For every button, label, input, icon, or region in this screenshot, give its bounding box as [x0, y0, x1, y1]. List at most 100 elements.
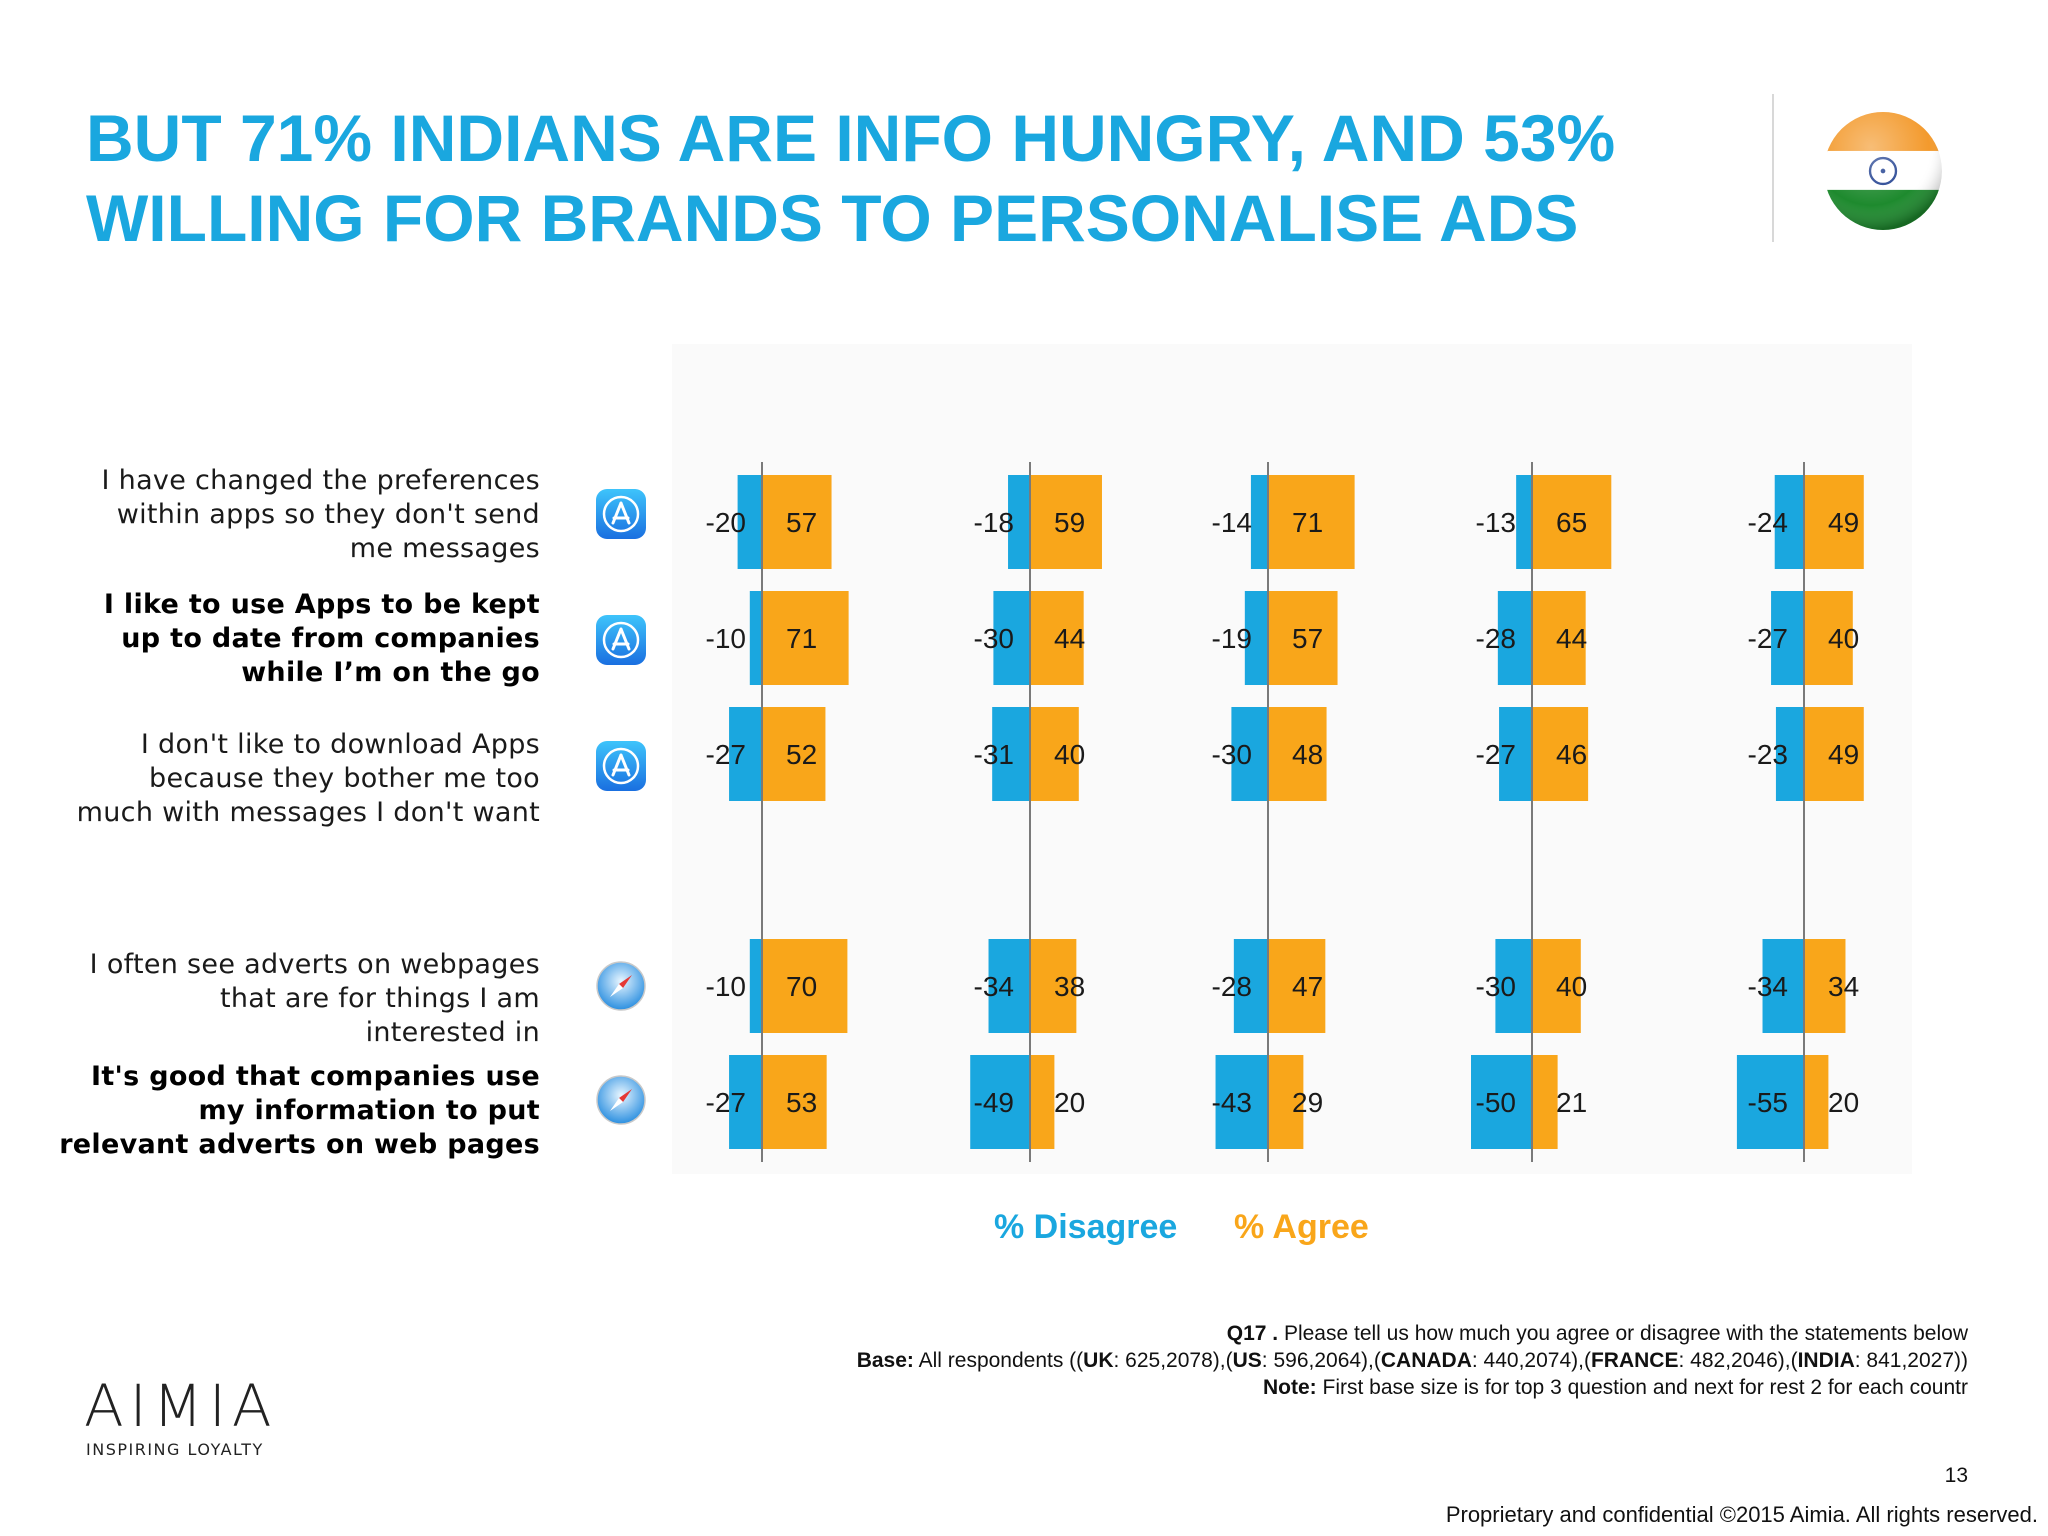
bar-agree-uk-5 — [1030, 1055, 1055, 1149]
statement-3-label: I don't like to download Apps because th… — [20, 728, 540, 830]
bar-disagree-france-2 — [1771, 591, 1804, 685]
bar-agree-india-5 — [762, 1055, 827, 1149]
safari-compass-icon — [595, 1074, 647, 1126]
bar-disagree-uk-1 — [1008, 475, 1030, 569]
bar-agree-canada-3 — [1532, 707, 1589, 801]
bar-agree-us-4 — [1268, 939, 1326, 1033]
label-disagree-france-3: -23 — [1748, 739, 1788, 770]
logo-tagline: INSPIRING LOYALTY — [86, 1440, 264, 1459]
label-agree-uk-2: 44 — [1054, 623, 1085, 654]
statement-2-label: I like to use Apps to be kept up to date… — [20, 588, 540, 690]
statement-1-line-1: I have changed the preferences — [101, 465, 540, 496]
bar-agree-canada-4 — [1532, 939, 1581, 1033]
safari-compass-icon — [595, 960, 647, 1012]
statement-5-line-1: It's good that companies use — [91, 1061, 540, 1092]
label-agree-canada-3: 46 — [1556, 739, 1587, 770]
bar-disagree-india-3 — [729, 707, 762, 801]
label-disagree-us-1: -14 — [1212, 507, 1252, 538]
label-disagree-india-2: -10 — [706, 623, 746, 654]
bar-agree-uk-1 — [1030, 475, 1102, 569]
app-store-icon — [595, 614, 647, 666]
bar-disagree-india-2 — [749, 591, 762, 685]
footnote-base-label: Base: — [856, 1349, 914, 1372]
bar-agree-india-3 — [762, 707, 826, 801]
bar-agree-france-2 — [1804, 591, 1853, 685]
label-agree-canada-4: 40 — [1556, 971, 1587, 1002]
bar-disagree-uk-4 — [988, 939, 1030, 1033]
bar-disagree-india-4 — [749, 939, 762, 1033]
page-number: 13 — [1944, 1464, 1968, 1487]
label-disagree-uk-5: -49 — [974, 1087, 1014, 1118]
title-divider — [1772, 94, 1774, 242]
label-disagree-uk-4: -34 — [974, 971, 1014, 1002]
footnote-note-text: First base size is for top 3 question an… — [1322, 1376, 1969, 1399]
bar-disagree-canada-4 — [1495, 939, 1532, 1033]
label-disagree-canada-5: -50 — [1476, 1087, 1516, 1118]
label-agree-france-1: 49 — [1828, 507, 1859, 538]
bar-agree-india-4 — [762, 939, 848, 1033]
label-disagree-uk-1: -18 — [974, 507, 1014, 538]
label-agree-france-3: 49 — [1828, 739, 1859, 770]
label-disagree-uk-3: -31 — [974, 739, 1014, 770]
statement-2-line-3: while I’m on the go — [241, 657, 540, 688]
bar-disagree-canada-2 — [1497, 591, 1532, 685]
bar-agree-uk-4 — [1030, 939, 1077, 1033]
bar-agree-india-2 — [762, 591, 849, 685]
label-disagree-uk-2: -30 — [974, 623, 1014, 654]
label-agree-canada-1: 65 — [1556, 507, 1587, 538]
footnote-france-val: : 482,2046),( — [1678, 1349, 1798, 1372]
label-disagree-india-4: -10 — [706, 971, 746, 1002]
legend-agree: % Agree — [1234, 1208, 1369, 1246]
footnote-india-val: : 841,2027)) — [1854, 1349, 1968, 1372]
label-disagree-france-4: -34 — [1748, 971, 1788, 1002]
statement-5-line-3: relevant adverts on web pages — [59, 1129, 540, 1160]
statement-1-line-2: within apps so they don't send — [116, 499, 540, 530]
footnote-base-text: All respondents (( — [918, 1349, 1084, 1372]
label-agree-us-4: 47 — [1292, 971, 1323, 1002]
bar-disagree-france-5 — [1736, 1055, 1804, 1149]
bar-agree-canada-2 — [1532, 591, 1586, 685]
bar-disagree-canada-1 — [1516, 475, 1532, 569]
bar-disagree-uk-5 — [970, 1055, 1030, 1149]
label-agree-us-5: 29 — [1292, 1087, 1323, 1118]
label-disagree-france-1: -24 — [1748, 507, 1788, 538]
statement-5-label: It's good that companies use my informat… — [20, 1060, 540, 1162]
label-disagree-us-4: -28 — [1212, 971, 1252, 1002]
page-title: BUT 71% INDIANS ARE INFO HUNGRY, AND 53%… — [86, 98, 1726, 258]
statement-4-line-2: that are for things I am — [219, 983, 540, 1014]
footnote-us-val: : 596,2064),( — [1261, 1349, 1381, 1372]
label-disagree-us-5: -43 — [1212, 1087, 1252, 1118]
bar-agree-canada-1 — [1532, 475, 1612, 569]
footnote-canada-label: CANADA — [1380, 1349, 1472, 1372]
label-agree-india-2: 71 — [786, 623, 817, 654]
bar-agree-us-2 — [1268, 591, 1338, 685]
footnote-uk-label: UK — [1083, 1349, 1114, 1372]
title-line-2: WILLING FOR BRANDS TO PERSONALISE ADS — [86, 181, 1579, 255]
footnote-uk-val: : 625,2078),( — [1113, 1349, 1233, 1372]
bar-disagree-us-5 — [1215, 1055, 1268, 1149]
label-agree-canada-5: 21 — [1556, 1087, 1587, 1118]
label-agree-france-2: 40 — [1828, 623, 1859, 654]
footnote-q-label: Q17 . — [1226, 1322, 1279, 1345]
label-agree-uk-5: 20 — [1054, 1087, 1085, 1118]
label-agree-india-3: 52 — [786, 739, 817, 770]
bar-disagree-us-3 — [1231, 707, 1268, 801]
statement-4-line-3: interested in — [365, 1017, 540, 1048]
label-agree-uk-3: 40 — [1054, 739, 1085, 770]
footnote-canada-val: : 440,2074),( — [1471, 1349, 1591, 1372]
bar-agree-france-1 — [1804, 475, 1864, 569]
statement-1-line-3: me messages — [349, 533, 540, 564]
statement-5-line-2: my information to put — [198, 1095, 540, 1126]
label-agree-france-5: 20 — [1828, 1087, 1859, 1118]
label-agree-uk-4: 38 — [1054, 971, 1085, 1002]
statement-1-label: I have changed the preferences within ap… — [20, 464, 540, 566]
bar-disagree-france-3 — [1775, 707, 1804, 801]
footnote-france-label: FRANCE — [1590, 1349, 1679, 1372]
label-agree-us-2: 57 — [1292, 623, 1323, 654]
label-agree-us-1: 71 — [1292, 507, 1323, 538]
label-disagree-france-5: -55 — [1748, 1087, 1788, 1118]
label-agree-india-1: 57 — [786, 507, 817, 538]
bar-disagree-us-1 — [1250, 475, 1268, 569]
label-agree-france-4: 34 — [1828, 971, 1859, 1002]
